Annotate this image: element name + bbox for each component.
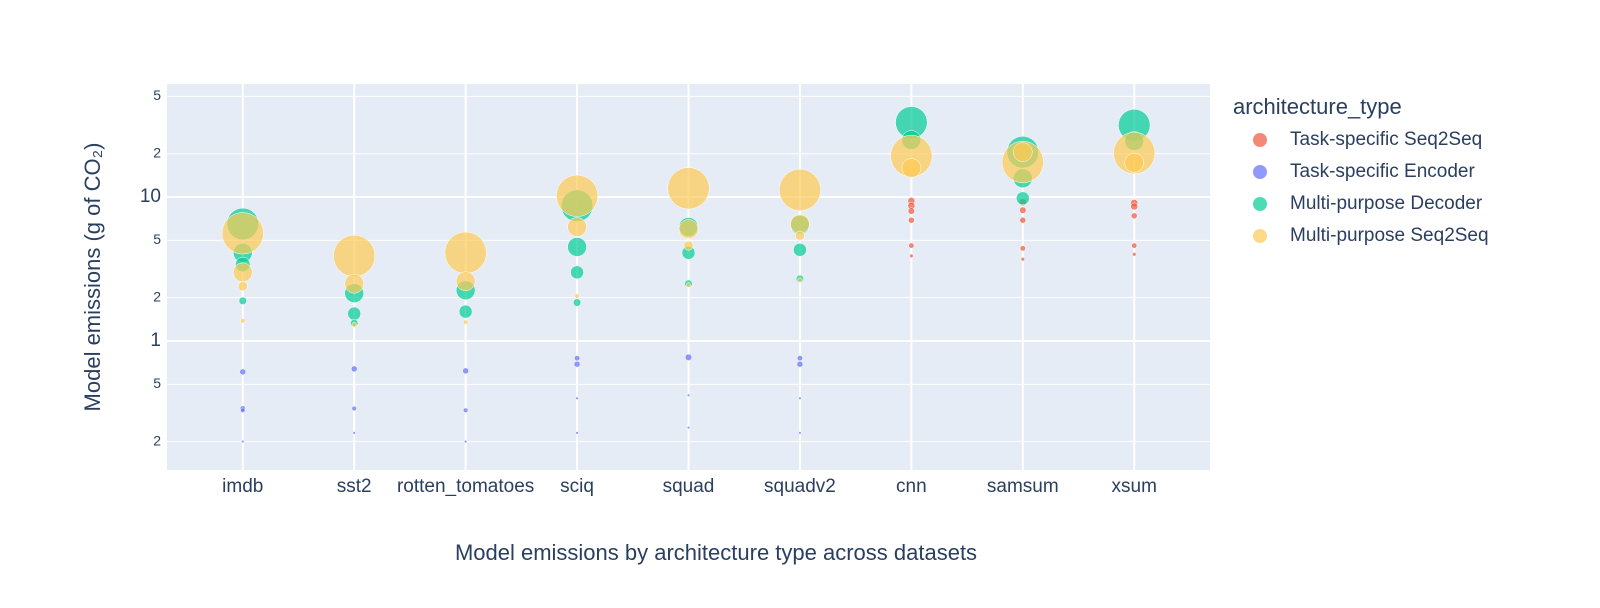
bubble [907, 207, 915, 215]
y-tick-label: 5 [153, 231, 161, 247]
x-tick-label: sciq [560, 476, 594, 497]
legend-marker [1253, 165, 1267, 179]
bubble [463, 407, 469, 413]
bubble [455, 271, 476, 291]
bubble [909, 253, 914, 259]
bubble [567, 217, 587, 237]
legend-label: Task-specific Encoder [1290, 161, 1475, 182]
bubble [778, 168, 821, 211]
y-tick-label: 2 [153, 144, 161, 160]
bubble [351, 405, 357, 412]
bubble [573, 298, 582, 307]
bubble [347, 306, 362, 321]
legend-marker [1253, 133, 1267, 147]
bubble [790, 214, 810, 234]
y-tick-label: 1 [150, 330, 161, 351]
legend-title: architecture_type [1233, 94, 1402, 119]
y-tick-label: 5 [153, 87, 161, 103]
x-tick-label: xsum [1112, 476, 1157, 497]
bubble [352, 431, 356, 435]
bubble [240, 318, 246, 324]
x-tick-label: squad [663, 476, 715, 497]
y-tick-label: 2 [153, 432, 161, 448]
chart-title: Model emissions by architecture type acr… [455, 540, 977, 565]
bubble [574, 355, 581, 362]
bubble [678, 219, 699, 239]
bubble [567, 237, 587, 257]
bubble [233, 262, 253, 283]
bubble [575, 396, 579, 400]
bubble [573, 360, 581, 368]
x-tick-label: samsum [987, 476, 1059, 497]
x-tick-label: squadv2 [764, 476, 836, 497]
legend-label: Multi-purpose Decoder [1290, 193, 1483, 214]
bubble [667, 167, 710, 210]
bubble [798, 396, 802, 400]
y-tick-label: 2 [153, 288, 161, 304]
bubble [795, 230, 805, 241]
bubble [462, 367, 469, 375]
bubble [237, 281, 248, 292]
bubble [686, 393, 691, 397]
marks [221, 106, 1156, 444]
bubble [575, 431, 579, 435]
bubble [1130, 202, 1139, 211]
y-tick-label: 10 [140, 186, 161, 207]
bubble [556, 174, 599, 217]
bubble [239, 368, 247, 376]
x-tick-label: cnn [896, 476, 927, 497]
x-tick-label: sst2 [337, 476, 372, 497]
bubble [221, 212, 264, 255]
legend-marker [1253, 197, 1267, 211]
x-tick-label: imdb [222, 476, 263, 497]
bubble [684, 353, 693, 361]
bubble [685, 282, 692, 288]
bubble [351, 322, 357, 328]
bubble [1019, 245, 1026, 252]
legend-label: Multi-purpose Seq2Seq [1290, 225, 1489, 246]
bubble [350, 365, 358, 373]
bubble [444, 231, 487, 274]
y-axis-label: Model emissions (g of CO₂) [80, 143, 105, 412]
bubble [458, 304, 473, 319]
bubble [683, 240, 694, 251]
bubble [1132, 252, 1137, 257]
legend-marker [1253, 229, 1267, 243]
bubble [333, 234, 376, 277]
y-tick-label: 5 [153, 375, 161, 391]
bubble [793, 242, 807, 257]
bubble [1020, 257, 1025, 262]
bubble [344, 273, 364, 294]
bubble [908, 216, 915, 224]
bubble [1130, 212, 1138, 220]
legend-label: Task-specific Seq2Seq [1290, 129, 1482, 150]
bubble [1019, 206, 1027, 214]
bubble [796, 355, 803, 362]
bubble [1015, 191, 1030, 206]
bubble [463, 319, 469, 325]
bubble [798, 431, 802, 435]
bubble [574, 293, 580, 299]
bubble [240, 407, 246, 413]
bubble [797, 277, 803, 283]
bubble [1013, 142, 1033, 162]
bubble [1001, 141, 1044, 184]
bubble [1124, 153, 1144, 173]
bubble [796, 360, 804, 368]
bubble [570, 265, 584, 280]
bubble [686, 426, 691, 430]
bubble [238, 296, 247, 305]
bubble [1131, 242, 1138, 249]
bubble [901, 158, 922, 178]
bubble [1019, 216, 1027, 224]
bubble [241, 440, 245, 444]
x-tick-label: rotten_tomatoes [397, 476, 534, 497]
bubble [908, 242, 915, 249]
bubble [464, 440, 468, 444]
